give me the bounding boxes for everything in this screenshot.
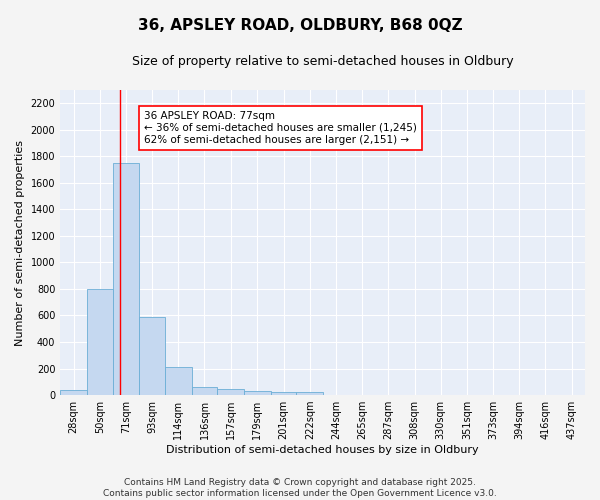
Bar [139, 317, 165, 395]
Bar [296, 392, 323, 395]
Bar [87, 289, 113, 395]
Bar [217, 389, 244, 395]
Y-axis label: Number of semi-detached properties: Number of semi-detached properties [15, 140, 25, 346]
Bar [271, 392, 296, 395]
Bar [60, 390, 87, 395]
Bar [165, 367, 191, 395]
Text: 36 APSLEY ROAD: 77sqm
← 36% of semi-detached houses are smaller (1,245)
62% of s: 36 APSLEY ROAD: 77sqm ← 36% of semi-deta… [144, 112, 417, 144]
Bar [244, 391, 271, 395]
Text: 36, APSLEY ROAD, OLDBURY, B68 0QZ: 36, APSLEY ROAD, OLDBURY, B68 0QZ [137, 18, 463, 32]
Title: Size of property relative to semi-detached houses in Oldbury: Size of property relative to semi-detach… [132, 55, 514, 68]
X-axis label: Distribution of semi-detached houses by size in Oldbury: Distribution of semi-detached houses by … [166, 445, 479, 455]
Bar [113, 163, 139, 395]
Text: Contains HM Land Registry data © Crown copyright and database right 2025.
Contai: Contains HM Land Registry data © Crown c… [103, 478, 497, 498]
Bar [191, 387, 217, 395]
